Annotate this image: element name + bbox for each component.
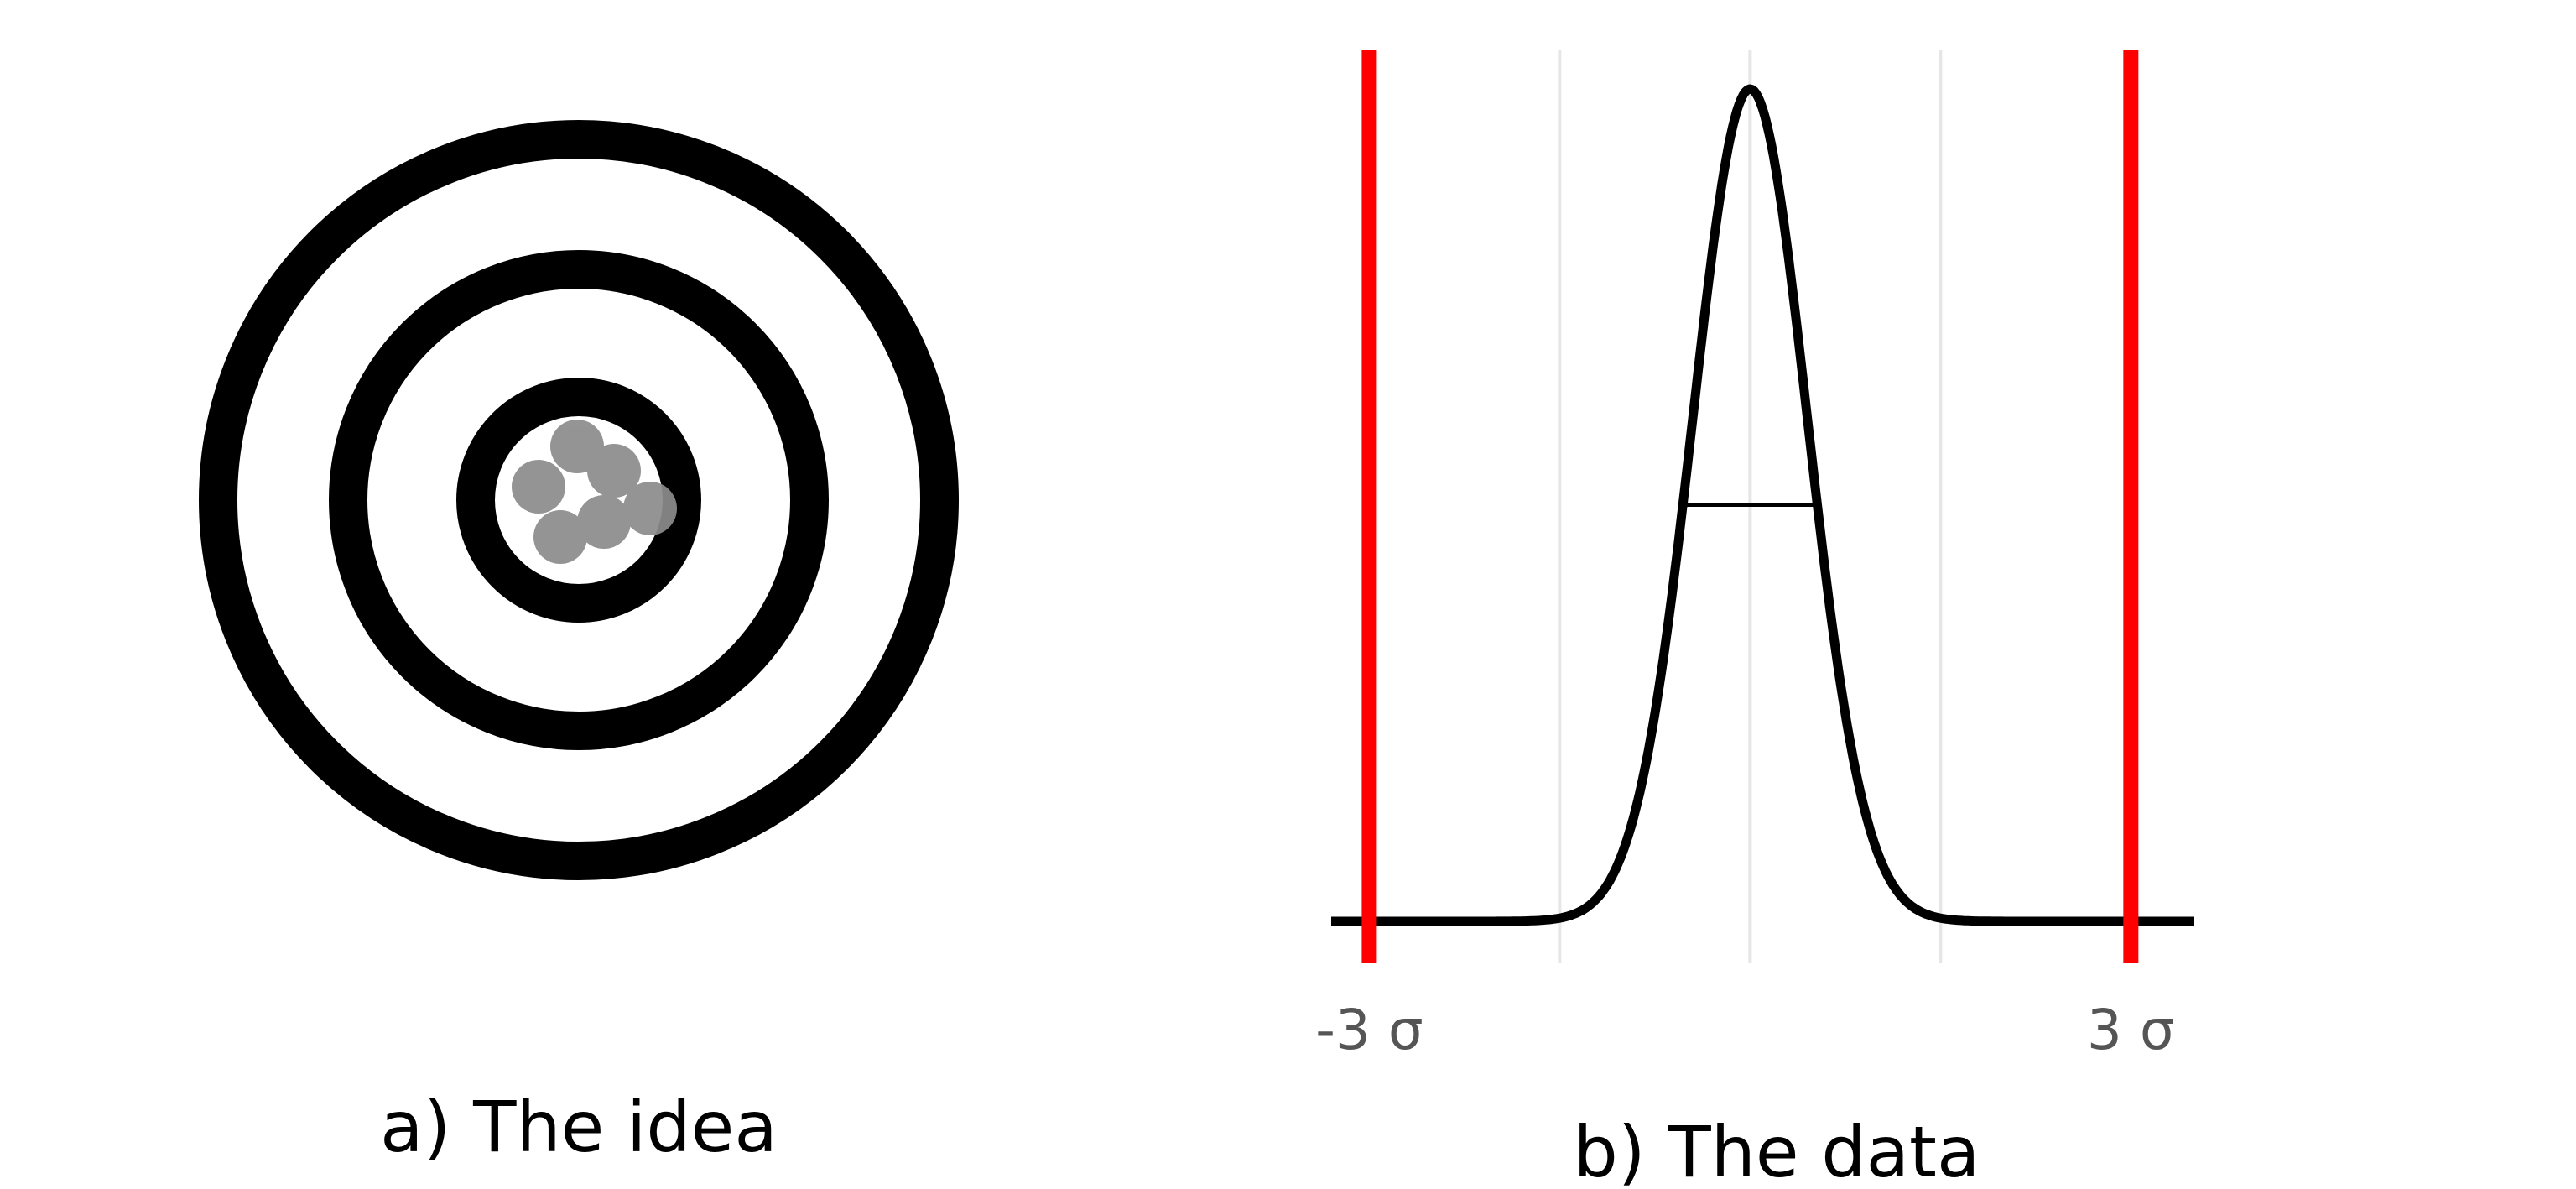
hit-mark	[623, 482, 677, 535]
target-ring-middle	[329, 250, 829, 750]
distribution-chart: -3 σ 3 σ b) The data	[1315, 50, 2197, 1189]
hit-mark	[512, 460, 565, 514]
target-ring-inner	[456, 378, 701, 623]
sigma-limit-lines	[1361, 50, 2139, 963]
plus-3-sigma-label: 3 σ	[2087, 998, 2175, 1062]
panel-b-caption: b) The data	[1574, 1111, 1980, 1189]
hit-mark	[533, 510, 587, 564]
hit-cluster	[512, 420, 677, 564]
target-diagram: a) The idea	[199, 120, 959, 1168]
target-ring-outer	[199, 120, 959, 880]
panel-a-caption: a) The idea	[380, 1086, 778, 1168]
minus-3-sigma-label: -3 σ	[1315, 998, 1423, 1062]
hit-mark	[587, 444, 641, 498]
gaussian-curve	[1329, 84, 2197, 926]
hit-mark	[577, 495, 631, 549]
